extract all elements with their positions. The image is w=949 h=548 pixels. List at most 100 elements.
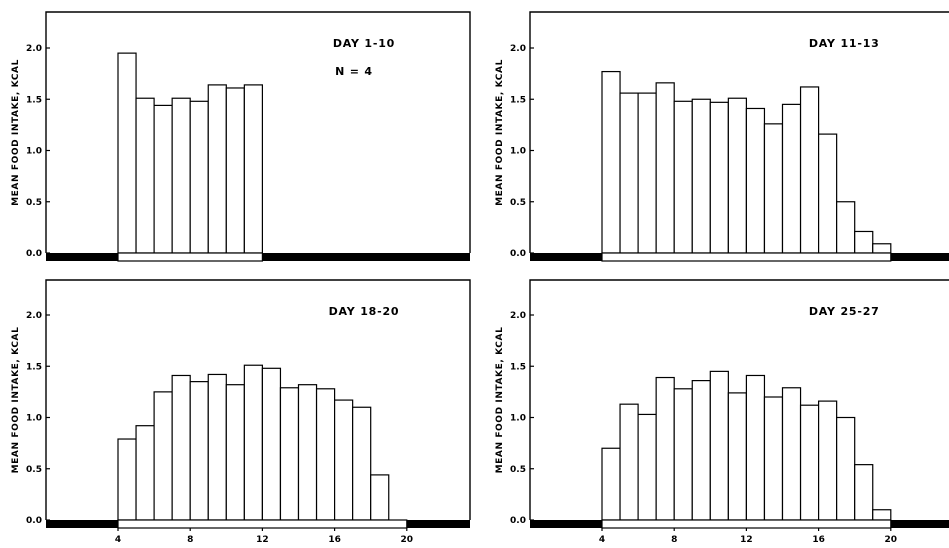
panel-title: DAY 1-10 [333, 37, 395, 50]
light-period-band [117, 519, 408, 529]
x-tick-label: 20 [401, 535, 414, 545]
bar [727, 392, 747, 521]
bar [601, 70, 621, 254]
panel-title: DAY 25-27 [809, 305, 880, 318]
y-tick-label: 0.5 [510, 465, 526, 475]
x-tick-label: 12 [740, 535, 753, 545]
bar [709, 370, 729, 521]
y-tick-label: 2.0 [26, 44, 42, 54]
y-tick-label: 1.0 [510, 414, 526, 424]
y-axis-label: MEAN FOOD INTAKE, KCAL [495, 59, 505, 206]
dark-period-band [46, 253, 118, 261]
y-tick-label: 0.5 [510, 198, 526, 208]
y-tick-label: 2.0 [510, 44, 526, 54]
y-axis-label: MEAN FOOD INTAKE, KCAL [11, 59, 21, 206]
bar [225, 87, 245, 254]
y-tick-label: 0.5 [26, 198, 42, 208]
bar [781, 387, 802, 521]
bar [117, 52, 137, 254]
bar [153, 104, 173, 254]
bar [872, 243, 892, 254]
dark-period-band [530, 253, 602, 261]
x-tick-label: 4 [115, 535, 121, 545]
y-tick-label: 1.5 [26, 95, 42, 105]
dark-period-band [46, 520, 118, 528]
bar [637, 413, 657, 521]
bar [817, 400, 838, 521]
bar [135, 97, 155, 254]
panel-4-frame [529, 279, 949, 520]
x-tick-label: 8 [187, 535, 193, 545]
y-tick-label: 1.5 [26, 362, 42, 372]
bar [799, 404, 820, 521]
panel-title: DAY 11-13 [809, 37, 880, 50]
dark-period-band [890, 253, 949, 261]
y-tick-label: 2.0 [510, 311, 526, 321]
bar [601, 447, 621, 521]
bar [854, 230, 874, 254]
bar [189, 100, 209, 254]
bar [619, 92, 639, 254]
y-tick-label: 0.5 [26, 465, 42, 475]
bar [817, 133, 838, 254]
x-tick-label: 8 [671, 535, 677, 545]
bar [370, 474, 390, 521]
panel-title: DAY 18-20 [329, 305, 400, 318]
bar [225, 384, 245, 521]
bar [619, 403, 639, 521]
panel-2-frame [529, 11, 949, 253]
bar [691, 380, 711, 521]
bar [763, 396, 784, 521]
light-period-band [117, 252, 263, 262]
y-tick-label: 0.0 [26, 516, 42, 526]
bar [207, 373, 227, 521]
x-tick-label: 12 [256, 535, 269, 545]
y-tick-label: 0.0 [26, 249, 42, 259]
bar [727, 97, 747, 254]
bar [709, 101, 729, 254]
bar [171, 97, 191, 254]
x-tick-label: 20 [885, 535, 898, 545]
y-tick-label: 1.0 [26, 147, 42, 157]
bar [297, 384, 318, 521]
bar [691, 98, 711, 254]
light-period-band [601, 519, 892, 529]
y-tick-label: 2.0 [26, 311, 42, 321]
x-tick-label: 16 [812, 535, 825, 545]
bar [352, 406, 372, 521]
bar [117, 438, 137, 521]
bar [279, 387, 300, 521]
bar [673, 100, 693, 254]
bar [854, 464, 874, 521]
bar [243, 364, 264, 521]
bar [655, 376, 675, 521]
y-tick-label: 1.5 [510, 95, 526, 105]
dark-period-band [406, 520, 470, 528]
bar [189, 381, 209, 521]
bar [334, 399, 354, 521]
x-tick-label: 4 [599, 535, 605, 545]
y-axis-label: MEAN FOOD INTAKE, KCAL [11, 327, 21, 474]
bar [673, 388, 693, 521]
bar [745, 374, 766, 521]
y-tick-label: 1.0 [510, 147, 526, 157]
bar [153, 391, 173, 521]
bar [763, 123, 784, 254]
bar [261, 367, 282, 521]
bar [781, 103, 802, 254]
bar [872, 509, 892, 521]
bar [171, 374, 191, 521]
dark-period-band [262, 253, 470, 261]
y-tick-label: 1.0 [26, 414, 42, 424]
y-tick-label: 0.0 [510, 249, 526, 259]
bar [637, 92, 657, 254]
light-period-band [601, 252, 892, 262]
bar [315, 388, 336, 521]
dark-period-band [530, 520, 602, 528]
bar [207, 84, 227, 254]
panel-1-frame [45, 11, 471, 253]
bar [799, 86, 820, 254]
y-tick-label: 0.0 [510, 516, 526, 526]
panel-3-frame [45, 279, 471, 520]
